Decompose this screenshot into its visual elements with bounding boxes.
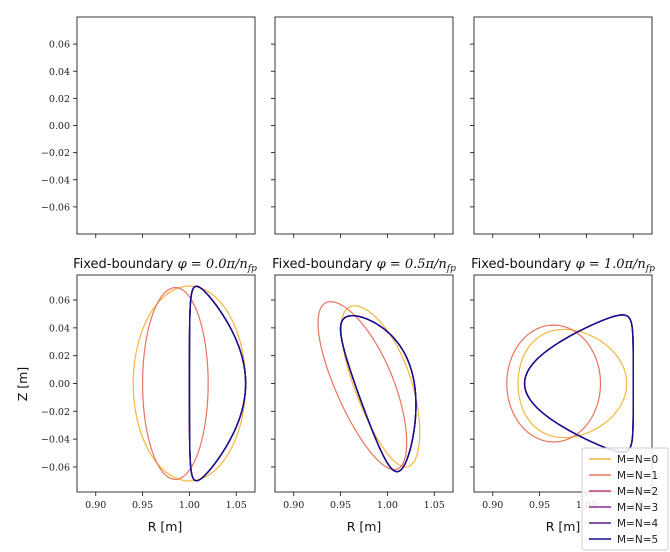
xtick-label: 1.00: [377, 500, 398, 511]
curve-mnn-2: [339, 314, 417, 473]
panel-1-title: Fixed-boundary φ = 0.0π/nfp: [73, 257, 257, 274]
top-right-axes: [473, 16, 653, 235]
top-ytick-label: −0.06: [41, 202, 70, 213]
ytick-label: 0.02: [49, 351, 70, 362]
curve-mnn-4: [339, 314, 417, 473]
top-ytick-label: 0.04: [49, 67, 70, 78]
curve-mnn-1: [506, 324, 602, 443]
xtick-label: 0.90: [283, 500, 304, 511]
panel-2-axes: [274, 274, 454, 493]
legend-label: M=N=4: [617, 518, 659, 530]
curve-mnn-0: [340, 305, 421, 468]
xtick-label: 1.05: [424, 500, 445, 511]
ytick-label: −0.04: [41, 435, 70, 446]
ytick-label: −0.06: [41, 462, 70, 473]
xtick-label: 0.95: [132, 500, 153, 511]
top-ytick-label: −0.02: [41, 148, 70, 159]
legend-label: M=N=5: [617, 534, 658, 546]
panel-3-curves: [506, 314, 634, 453]
xtick-label: 0.90: [85, 500, 106, 511]
xtick-label: 0.90: [482, 500, 503, 511]
panel-2-title: Fixed-boundary φ = 0.5π/nfp: [272, 257, 456, 274]
panel-3-xlabel: R [m]: [546, 519, 581, 534]
bottom-row: 0.90 0.95 1.00 1.05 0.06 0.04 0.02 0.00 −0.02 −0.…: [41, 274, 653, 511]
legend: M=N=0 M=N=1 M=N=2 M=N=3 M=N=4 M=N=5: [581, 447, 669, 551]
top-ytick-label: 0.06: [49, 40, 70, 51]
flux-surface-curves: [132, 285, 634, 482]
legend-entries: M=N=0 M=N=1 M=N=2 M=N=3 M=N=4 M=N=5: [589, 454, 659, 546]
xtick-label: 1.00: [179, 500, 200, 511]
curve-mnn-1: [317, 301, 408, 471]
ytick-label: 0.06: [49, 296, 70, 307]
top-row: 0.06 0.04 0.02 0.00 −0.02 −0.04 −0.06: [41, 16, 653, 238]
ytick-label: 0.00: [49, 379, 70, 390]
top-ytick-label: 0.00: [49, 121, 70, 132]
panel-3-title: Fixed-boundary φ = 1.0π/nfp: [471, 257, 655, 274]
bottom-titles: Fixed-boundary φ = 0.0π/nfp Fixed-bounda…: [73, 257, 655, 274]
xtick-label: 0.95: [330, 500, 351, 511]
bottom-row-ticks: 0.90 0.95 1.00 1.05 0.06 0.04 0.02 0.00 −0.02 −0.…: [41, 296, 644, 511]
legend-label: M=N=0: [617, 454, 658, 466]
top-ytick-label: 0.02: [49, 94, 70, 105]
panel-1-curves: [132, 285, 247, 482]
curve-mnn-1: [141, 286, 209, 481]
ytick-label: 0.04: [49, 323, 70, 334]
legend-label: M=N=1: [617, 470, 658, 482]
panel-1-xlabel: R [m]: [148, 519, 183, 534]
xtick-label: 1.05: [226, 500, 247, 511]
legend-box: [581, 447, 669, 551]
panel-2-curves: [317, 301, 421, 473]
top-ytick-label: −0.04: [41, 175, 70, 186]
panel-1-axes: [76, 274, 256, 493]
curve-mnn-0: [517, 328, 628, 439]
curve-mnn-3: [339, 314, 417, 473]
curve-mnn-0: [132, 285, 247, 482]
ylabel: Z [m]: [15, 367, 30, 401]
ytick-label: −0.02: [41, 407, 70, 418]
top-center-axes: [274, 16, 454, 235]
curve-mnn-5: [523, 314, 634, 453]
panel-2-xlabel: R [m]: [347, 519, 382, 534]
xtick-label: 0.95: [529, 500, 550, 511]
legend-label: M=N=3: [617, 502, 658, 514]
legend-label: M=N=2: [617, 486, 658, 498]
curve-mnn-5: [188, 285, 247, 482]
top-left-axes: [76, 16, 256, 235]
curve-mnn-5: [339, 314, 417, 473]
top-row-ticks: 0.06 0.04 0.02 0.00 −0.02 −0.04 −0.06: [41, 40, 634, 238]
